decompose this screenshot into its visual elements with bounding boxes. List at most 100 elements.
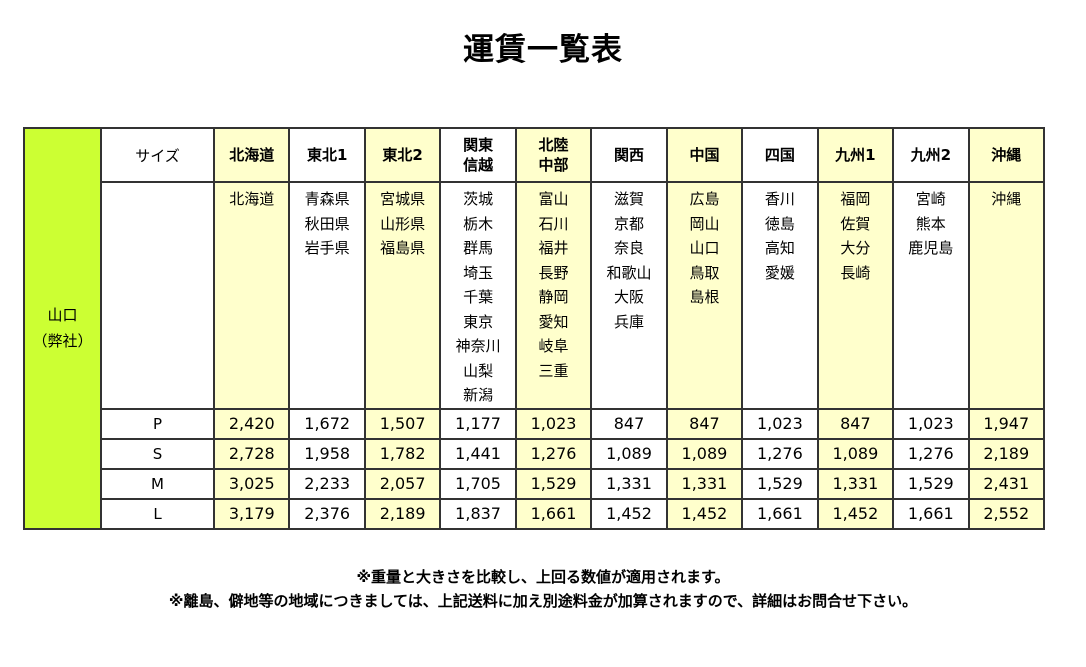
text-line: 広島 (689, 190, 720, 208)
fare-kyushu2-m: 1,529 (892, 467, 970, 500)
fare-tohoku2-s: 1,782 (363, 437, 442, 470)
fare-kanto-shinetsu-l: 1,837 (439, 497, 517, 530)
prefecture-row: 北海道 青森県 秋田県 岩手県 宮城県 山形県 福島県 茨城 栃木 群馬 埼玉 千葉 東京 神奈川山… (24, 181, 1046, 410)
fare-table: 山口 （弊社） サイズ 北海道 東北1 東北2 関東 信越 北陸 中部 関西 中国 四… (23, 127, 1046, 530)
text-line: 東北2 (382, 146, 423, 164)
text-line: 茨城 (463, 190, 494, 208)
footnote-remote-areas: ※離島、僻地等の地域につきましては、上記送料に加え別途料金が加算されますので、詳… (168, 592, 918, 610)
fare-row-p: P 2,420 1,672 1,507 1,177 1,023 847 847 … (24, 407, 1046, 440)
text-line: 中部 (538, 156, 569, 174)
text-line: 神奈川 (455, 337, 501, 355)
fare-okinawa-l: 2,552 (967, 497, 1046, 530)
fare-kyushu1-m: 1,331 (816, 467, 895, 500)
fare-tohoku2-p: 1,507 (363, 407, 442, 440)
text-line: 山口 (689, 239, 720, 257)
text-line: 関西 (613, 146, 644, 164)
fare-hokuriku-chubu-l: 1,661 (514, 497, 593, 530)
text-line: （弊社） (32, 332, 93, 351)
fare-kansai-p: 847 (590, 407, 668, 440)
text-line: 大阪 (613, 288, 644, 306)
fare-shikoku-m: 1,529 (741, 467, 819, 500)
text-line: 山口 (47, 306, 78, 325)
region-header-okinawa: 沖縄 (967, 127, 1046, 183)
text-line: 福井 (538, 239, 569, 257)
text-line: 九州1 (835, 146, 876, 164)
text-line: 佐賀 (840, 214, 871, 233)
text-line: 長崎 (840, 263, 871, 282)
text-line: 北陸 (538, 136, 569, 154)
fare-okinawa-s: 2,189 (967, 437, 1046, 470)
text-line: 福岡 (840, 190, 871, 208)
text-line: 四国 (764, 146, 795, 164)
region-header-kyushu1: 九州1 (816, 127, 895, 183)
fare-tohoku1-m: 2,233 (288, 467, 366, 500)
prefecture-list-chugoku: 広島岡山山口鳥取島根 (665, 181, 744, 410)
fare-shikoku-s: 1,276 (741, 437, 819, 470)
fare-kyushu1-s: 1,089 (816, 437, 895, 470)
text-line: 沖縄 (991, 190, 1022, 208)
text-line: 山梨 (463, 361, 494, 380)
text-line: 千葉 (463, 288, 494, 306)
region-header-kyushu2: 九州2 (892, 127, 970, 183)
text-line: 関東 (463, 136, 494, 154)
text-line: 宮崎 (915, 190, 946, 208)
text-line: 鹿児島 (908, 239, 954, 257)
text-line: 信越 (463, 156, 494, 174)
text-line: 岡山 (689, 214, 720, 233)
size-label-m: M (100, 467, 215, 500)
fare-kyushu2-s: 1,276 (892, 437, 970, 470)
region-header-kanto-shinetsu: 関東 信越 (439, 127, 517, 183)
text-line: 鳥取 (689, 263, 720, 282)
fare-kanto-shinetsu-p: 1,177 (439, 407, 517, 440)
text-line: 九州2 (910, 146, 952, 164)
fare-hokuriku-chubu-p: 1,023 (514, 407, 593, 440)
text-line: 岐阜 (538, 337, 569, 355)
prefecture-list-kanto-shinetsu: 茨城 栃木 群馬 埼玉 千葉 東京 神奈川 山梨 新潟 (439, 181, 517, 410)
fare-okinawa-m: 2,431 (967, 467, 1046, 500)
text-line: 京都 (613, 214, 644, 233)
text-line: 沖縄 (991, 146, 1022, 164)
fare-tohoku1-p: 1,672 (288, 407, 366, 440)
fare-hokuriku-chubu-s: 1,276 (514, 437, 593, 470)
size-spacer-cell (100, 181, 215, 410)
text-line: 熊本 (915, 214, 946, 233)
text-line: 石川 (538, 214, 569, 233)
prefecture-list-kansai: 滋賀 京都 奈良 和歌山 大阪 兵庫 (590, 181, 668, 410)
size-header-cell: サイズ (100, 127, 215, 183)
fare-tohoku2-l: 2,189 (363, 497, 442, 530)
size-label-p: P (100, 407, 215, 440)
fare-kanto-shinetsu-m: 1,705 (439, 467, 517, 500)
region-header-tohoku2: 東北2 (363, 127, 442, 183)
fare-chugoku-m: 1,331 (665, 467, 744, 500)
fare-tohoku1-l: 2,376 (288, 497, 366, 530)
text-line: 三重 (538, 361, 569, 380)
prefecture-list-hokkaido: 北海道 (212, 181, 291, 410)
text-line: 島根 (689, 288, 720, 306)
footnote-weight-size: ※重量と大きさを比較し、上回る数値が適用されます。 (356, 568, 730, 586)
fare-hokkaido-s: 2,728 (212, 437, 291, 470)
text-line: 埼玉 (463, 263, 494, 282)
text-line: 岩手県 (304, 239, 350, 257)
prefecture-list-hokuriku-chubu: 富山 石川 福井 長野 静岡 愛知 岐阜 三重 (514, 181, 593, 410)
text-line: 富山 (538, 190, 569, 208)
fare-hokuriku-chubu-m: 1,529 (514, 467, 593, 500)
region-header-kansai: 関西 (590, 127, 668, 183)
page-title: 運賃一覧表 (463, 32, 623, 68)
text-line: 新潟 (463, 386, 494, 404)
origin-cell: 山口 （弊社） (23, 127, 102, 530)
header-row: 山口 （弊社） サイズ 北海道 東北1 東北2 関東 信越 北陸 中部 関西 中国 四… (23, 127, 1046, 530)
region-header-tohoku1: 東北1 (288, 127, 366, 183)
text-line: 兵庫 (613, 312, 644, 331)
fare-row-s: S 2,728 1,958 1,782 1,441 1,276 1,089 1,… (24, 437, 1046, 470)
fare-kanto-shinetsu-s: 1,441 (439, 437, 517, 470)
fare-row-m: M 3,025 2,233 2,057 1,705 1,529 1,331 1,… (24, 467, 1046, 500)
region-header-hokkaido: 北海道 (212, 127, 291, 183)
region-header-shikoku: 四国 (741, 127, 819, 183)
text-line: 長野 (538, 263, 569, 282)
prefecture-list-kyushu2: 宮崎 熊本 鹿児島 (892, 181, 970, 410)
fare-okinawa-p: 1,947 (967, 407, 1046, 440)
fare-kyushu1-p: 847 (816, 407, 895, 440)
fare-hokkaido-m: 3,025 (212, 467, 291, 500)
text-line: 群馬 (463, 239, 494, 257)
